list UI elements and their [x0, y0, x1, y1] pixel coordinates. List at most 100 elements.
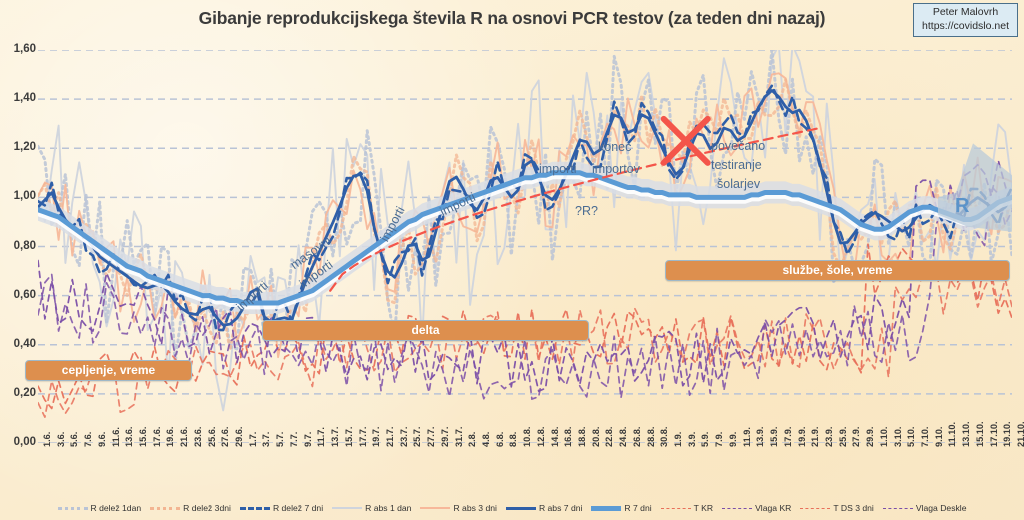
legend-item[interactable]: R abs 1 dan — [332, 503, 411, 513]
y-tick-label: 1,00 — [13, 190, 36, 203]
x-tick-label: 23.7. — [398, 426, 409, 447]
x-tick-label: 20.8. — [590, 426, 601, 447]
legend-item[interactable]: R 7 dni — [591, 503, 652, 513]
legend-swatch — [332, 507, 363, 509]
legend-label: Vlaga KR — [755, 503, 792, 513]
legend-item[interactable]: Vlaga Deskle — [882, 503, 967, 513]
annotation-testiranje: testiranje — [711, 158, 762, 172]
x-tick-label: 5.9. — [700, 431, 711, 447]
badge-sluzbe-sole-vreme: službe, šole, vreme — [665, 260, 1010, 281]
x-tick-label: 1.6. — [42, 431, 52, 447]
series-t-ds-3-dni — [38, 269, 1012, 418]
x-tick-label: 23.6. — [192, 426, 203, 447]
x-tick-label: 27.6. — [220, 426, 231, 447]
x-tick-label: 25.7. — [412, 426, 423, 447]
plot-area — [38, 50, 1012, 443]
legend-item[interactable]: R abs 7 dni — [505, 503, 583, 513]
x-tick-label: 1.10. — [878, 426, 889, 447]
x-tick-label: 28.8. — [645, 426, 656, 447]
x-tick-label: 5.10. — [906, 426, 917, 447]
x-tick-label: 7.6. — [83, 431, 94, 447]
y-tick-label: 1,40 — [13, 92, 36, 105]
x-tick-label: 17.9. — [782, 426, 793, 447]
series-r-delez-7-dni — [38, 84, 1012, 332]
x-tick-label: 29.9. — [865, 426, 876, 447]
x-tick-label: 13.7. — [330, 426, 341, 447]
x-axis-labels: 1.6. 3.6. 5.6. 7.6. 9.6. 11.6. 13.6. 15.6. 17.6.… — [0, 421, 1024, 491]
legend-label: T KR — [693, 503, 714, 513]
legend-item[interactable]: Vlaga KR — [722, 503, 791, 513]
x-tick-label: 1.9. — [673, 431, 684, 447]
page-title: Gibanje reprodukcijskega števila R na os… — [198, 8, 826, 28]
x-tick-label: 18.8. — [577, 426, 587, 447]
legend-item[interactable]: T DS 3 dni — [800, 503, 874, 513]
legend-label: R delež 3dni — [183, 503, 231, 513]
x-tick-label: 14.8. — [549, 426, 560, 447]
legend-swatch — [660, 507, 691, 509]
x-tick-label: 30.8. — [659, 426, 670, 447]
x-tick-label: 26.8. — [631, 426, 642, 447]
x-tick-label: 2.8. — [467, 431, 478, 447]
x-tick-label: 17.7. — [357, 426, 368, 447]
x-tick-label: 7.7. — [288, 431, 299, 447]
x-tick-label: 11.9. — [741, 427, 752, 447]
x-tick-label: 13.6. — [124, 426, 135, 447]
x-tick-label: 22.8. — [604, 426, 615, 447]
legend-item[interactable]: R delež 3dni — [150, 503, 231, 513]
legend-item[interactable]: R abs 3 dni — [420, 503, 497, 513]
x-tick-label: 7.9. — [714, 431, 725, 447]
series-vlaga-deskle — [38, 185, 1012, 400]
legend-swatch — [800, 507, 831, 509]
legend-label: R delež 1dan — [90, 503, 142, 513]
red-cross-icon — [660, 115, 711, 166]
x-tick-label: 3.7. — [261, 431, 272, 447]
annotation-solarjev: šolarjev — [717, 177, 761, 191]
y-tick-label: 0,00 — [13, 436, 36, 448]
x-tick-label: 27.9. — [851, 426, 862, 447]
r-curve-label: R — [955, 195, 970, 217]
chart-canvas — [38, 50, 1012, 443]
y-axis-labels: 0,00 0,20 0,40 0,60 0,80 1,00 1,20 1,40 1,60 — [0, 0, 36, 520]
x-tick-label: 8.8. — [508, 431, 519, 447]
annotation-konec: konec — [598, 140, 632, 154]
legend-swatch — [239, 506, 270, 510]
x-tick-label: 9.10. — [933, 426, 944, 447]
legend-swatch — [57, 506, 88, 510]
x-tick-label: 7.10. — [919, 426, 930, 447]
badge-delta: delta — [262, 320, 589, 341]
x-tick-label: 3.10. — [892, 426, 903, 447]
legend-swatch — [722, 507, 753, 509]
x-tick-label: 16.8. — [563, 426, 574, 447]
y-tick-label: 0,80 — [13, 239, 36, 252]
x-tick-label: 9.9. — [727, 431, 738, 447]
legend-label: Vlaga Deskle — [915, 503, 967, 513]
legend-swatch — [420, 507, 451, 509]
x-tick-label: 17.6. — [151, 426, 162, 447]
x-tick-label: 13.10. — [961, 421, 972, 447]
legend-label: T DS 3 dni — [833, 503, 874, 513]
legend-label: R abs 7 dni — [538, 503, 583, 513]
credit-box: Peter Malovrh https://covidslo.net — [913, 3, 1018, 38]
legend-label: R delež 7 dni — [272, 503, 324, 513]
credit-url: https://covidslo.net — [922, 19, 1009, 32]
x-tick-label: 6.8. — [494, 431, 505, 447]
x-tick-label: 15.7. — [343, 426, 354, 447]
legend-swatch — [882, 507, 913, 509]
legend-item[interactable]: R delež 1dan — [57, 503, 142, 513]
x-tick-label: 27.7. — [426, 426, 437, 447]
x-tick-label: 24.8. — [618, 426, 629, 447]
x-tick-label: 1.7. — [247, 431, 258, 447]
x-tick-label: 19.9. — [796, 426, 807, 447]
chart-legend: R delež 1dan R delež 3dni R delež 7 dni R a… — [0, 498, 1024, 518]
legend-item[interactable]: R delež 7 dni — [239, 503, 324, 513]
x-tick-label: 5.7. — [275, 431, 286, 447]
y-tick-label: 0,60 — [13, 288, 36, 301]
x-tick-label: 19.6. — [165, 426, 176, 447]
x-tick-label: 3.6. — [55, 431, 66, 447]
x-tick-label: 29.6. — [234, 426, 245, 447]
legend-label: R abs 1 dan — [365, 503, 412, 513]
legend-item[interactable]: T KR — [660, 503, 714, 513]
series-vlaga-kr — [38, 159, 1012, 393]
forecast-cone — [938, 143, 1012, 232]
x-tick-label: 21.10. — [1016, 421, 1024, 447]
